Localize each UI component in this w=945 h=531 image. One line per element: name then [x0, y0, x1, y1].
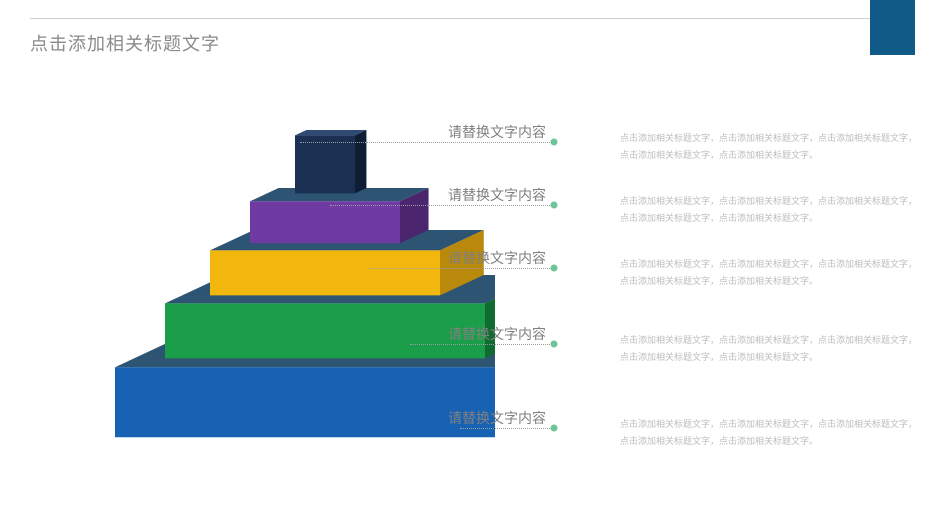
leader-dot [551, 202, 558, 209]
item-label: 请替换文字内容 [448, 324, 546, 344]
pyramid-chart [55, 100, 495, 500]
leader-line [460, 428, 554, 429]
leader-dot [551, 425, 558, 432]
slide: 点击添加相关标题文字 请替换文字内容点击添加相关标题文字，点击添加相关标题文字，… [0, 0, 945, 531]
item-label: 请替换文字内容 [448, 122, 546, 142]
item-description: 点击添加相关标题文字，点击添加相关标题文字，点击添加相关标题文字，点击添加相关标… [620, 130, 920, 164]
leader-dot [551, 265, 558, 272]
leader-line [300, 142, 554, 143]
page-title: 点击添加相关标题文字 [30, 30, 220, 56]
leader-line [330, 205, 554, 206]
item-description: 点击添加相关标题文字，点击添加相关标题文字，点击添加相关标题文字，点击添加相关标… [620, 256, 920, 290]
item-description: 点击添加相关标题文字，点击添加相关标题文字，点击添加相关标题文字，点击添加相关标… [620, 193, 920, 227]
accent-bar [870, 0, 915, 55]
leader-dot [551, 139, 558, 146]
item-description: 点击添加相关标题文字，点击添加相关标题文字，点击添加相关标题文字，点击添加相关标… [620, 332, 920, 366]
item-description: 点击添加相关标题文字，点击添加相关标题文字，点击添加相关标题文字，点击添加相关标… [620, 416, 920, 450]
item-label: 请替换文字内容 [448, 185, 546, 205]
leader-line [410, 344, 554, 345]
pyramid-svg [55, 100, 495, 500]
item-label: 请替换文字内容 [448, 408, 546, 428]
leader-line [370, 268, 554, 269]
item-label: 请替换文字内容 [448, 248, 546, 268]
top-rule [30, 18, 915, 19]
leader-dot [551, 341, 558, 348]
